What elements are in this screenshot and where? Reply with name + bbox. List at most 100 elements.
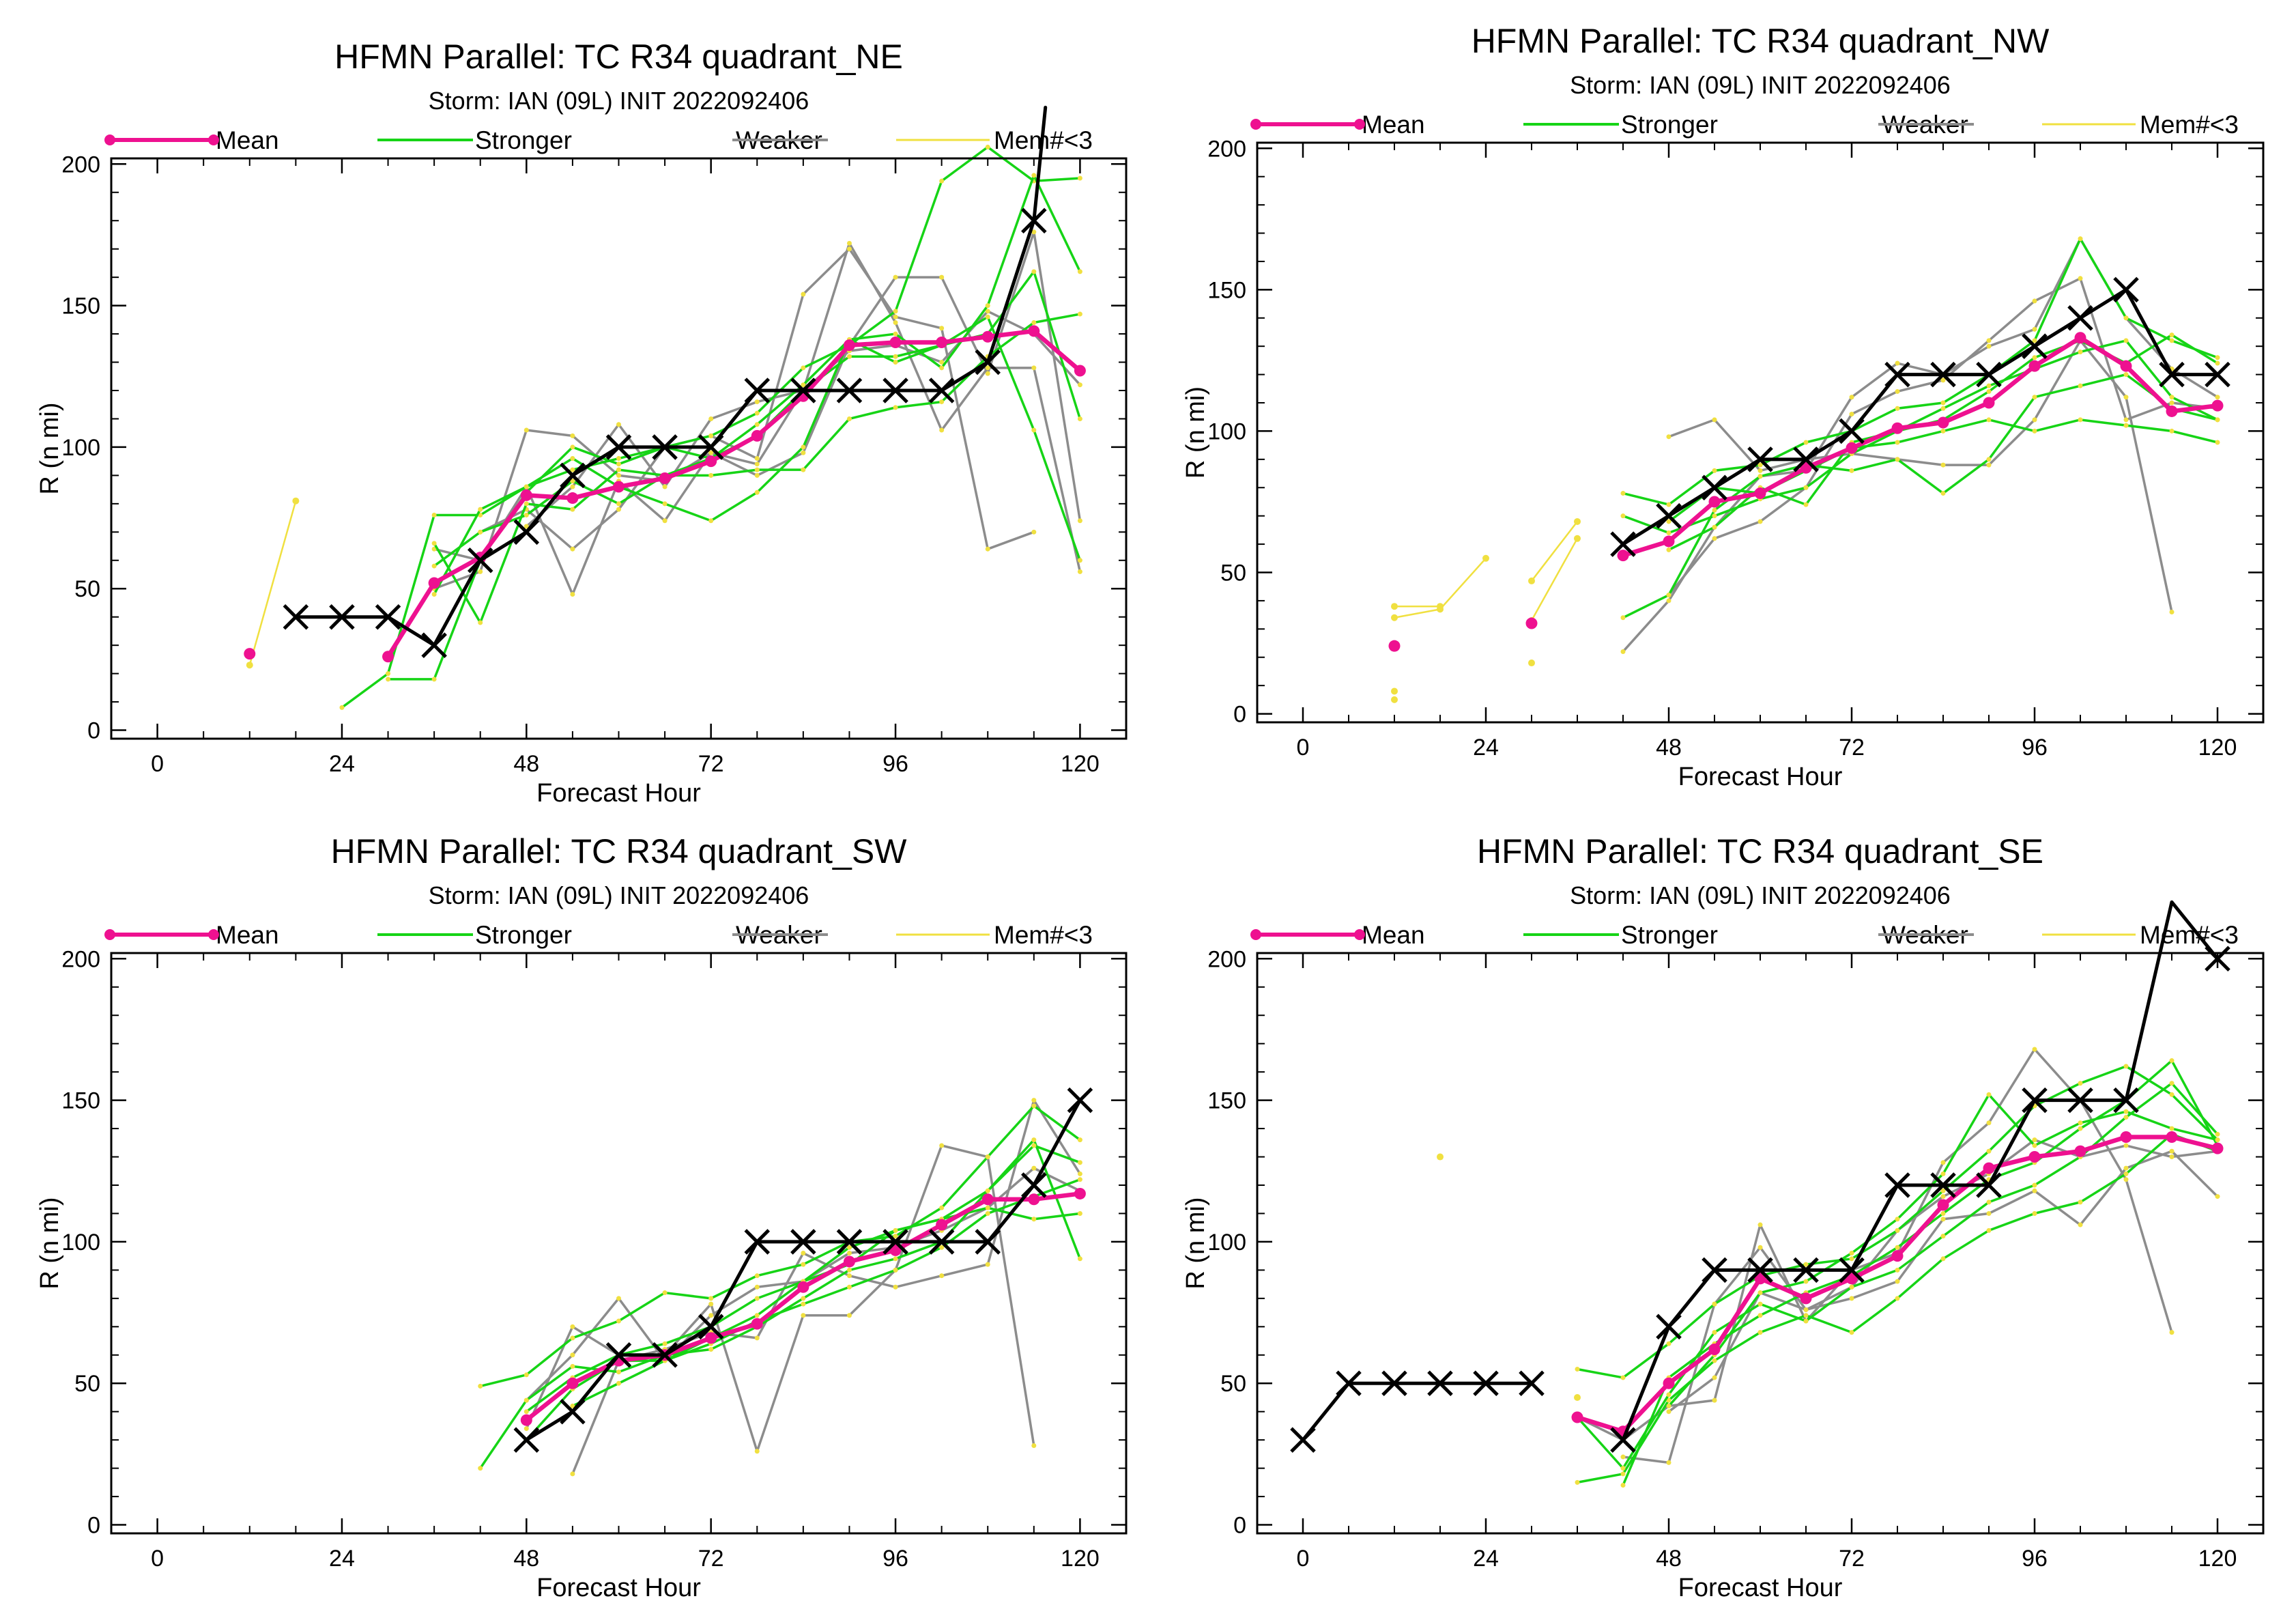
mean-point	[1663, 535, 1675, 548]
panel-subtitle: Storm: IAN (09L) INIT 2022092406	[429, 87, 809, 115]
member-point	[754, 1273, 760, 1279]
member-point	[662, 1290, 668, 1296]
member-point	[386, 677, 391, 682]
member-point	[1077, 416, 1082, 421]
member-point	[708, 1301, 714, 1307]
best-track-marker	[605, 434, 632, 460]
member-point	[1940, 1171, 1946, 1176]
member-point	[1077, 175, 1082, 181]
member-point	[893, 1227, 898, 1233]
member-point	[1712, 1358, 1717, 1363]
member-point	[2032, 355, 2037, 360]
member-point	[1940, 406, 1946, 411]
mean-point	[843, 1255, 855, 1268]
member-point	[1666, 434, 1671, 440]
member-point	[523, 484, 529, 489]
member-point	[801, 1296, 806, 1301]
member-point	[893, 1234, 898, 1239]
member-point	[846, 1313, 852, 1318]
mean-point	[705, 455, 717, 468]
x-tick-label: 48	[513, 1546, 539, 1572]
member-point	[2123, 1171, 2129, 1176]
member-point	[2032, 298, 2037, 304]
member-point	[1940, 1188, 1946, 1193]
legend-mean-marker	[1354, 119, 1365, 130]
mean-point	[981, 330, 994, 343]
mean-point	[936, 337, 948, 349]
member-point	[431, 512, 437, 517]
best-track-marker	[1747, 446, 1773, 472]
member-point	[1712, 417, 1717, 423]
y-tick-label: 100	[1207, 1230, 1246, 1255]
member-point	[1077, 569, 1082, 574]
member-point	[523, 1397, 529, 1403]
member-point	[2032, 1210, 2037, 1216]
best-track-marker	[2113, 1087, 2139, 1113]
x-tick-label: 120	[2198, 735, 2237, 761]
member-point	[801, 382, 806, 388]
member-point	[1031, 1443, 1037, 1448]
member-point	[570, 546, 575, 552]
x-tick-label: 72	[698, 751, 724, 777]
member-point	[893, 360, 898, 365]
mean-point	[2211, 399, 2224, 412]
y-tick-label: 200	[61, 152, 100, 178]
best-track-marker	[698, 434, 724, 460]
member-point	[708, 433, 714, 438]
member-point	[1940, 400, 1946, 406]
member-point	[1940, 1217, 1946, 1222]
mean-point	[2166, 1131, 2178, 1144]
member-point	[2169, 609, 2175, 614]
x-tick-label: 96	[882, 751, 908, 777]
member-point	[2123, 423, 2129, 428]
member-point	[2123, 372, 2129, 378]
plot-frame	[110, 157, 1128, 740]
member-point	[846, 354, 852, 359]
member-point	[1620, 491, 1626, 496]
member-point	[2078, 1222, 2083, 1227]
best-track-marker	[1884, 361, 1910, 388]
member-point	[2169, 1081, 2175, 1086]
few-members-point	[1574, 1393, 1581, 1401]
member-point	[1986, 343, 1992, 349]
member-point	[662, 1341, 668, 1346]
member-point	[662, 518, 668, 524]
stronger-member-line	[478, 1105, 1082, 1388]
member-point	[754, 1449, 760, 1454]
member-point	[1757, 1290, 1763, 1296]
member-point	[616, 462, 621, 467]
member-point	[1940, 1160, 1946, 1165]
mean-point	[1846, 1273, 1858, 1285]
legend-mean-marker	[104, 134, 115, 145]
mean-point	[1525, 617, 1538, 629]
member-point	[2123, 395, 2129, 400]
best-track-marker	[1519, 1370, 1545, 1397]
member-point	[616, 422, 621, 427]
best-track-marker	[2067, 1087, 2093, 1113]
mean-point	[244, 648, 256, 660]
member-point	[1757, 1222, 1763, 1227]
best-track-marker	[560, 1398, 586, 1425]
mean-point	[520, 1414, 532, 1426]
member-point	[2169, 1092, 2175, 1097]
y-tick-label: 50	[74, 1371, 100, 1397]
panel-sw: HFMN Parallel: TC R34 quadrant_SW Storm:…	[35, 832, 1128, 1602]
member-point	[893, 1267, 898, 1273]
mean-point	[751, 1318, 763, 1330]
member-point	[893, 1284, 898, 1290]
member-point	[754, 472, 760, 478]
member-point	[1031, 269, 1037, 274]
member-point	[2032, 395, 2037, 400]
plot-data	[1290, 900, 2230, 1488]
member-point	[2215, 1194, 2220, 1200]
member-point	[1031, 1137, 1037, 1143]
plot-data	[478, 1087, 1093, 1477]
member-point	[2032, 1188, 2037, 1193]
member-point	[1666, 1460, 1671, 1465]
legend-mean-label: Mean	[1362, 111, 1425, 139]
member-point	[985, 365, 990, 371]
member-point	[754, 1335, 760, 1341]
member-point	[1757, 468, 1763, 473]
member-point	[1712, 1330, 1717, 1335]
best-track-marker	[652, 434, 678, 460]
